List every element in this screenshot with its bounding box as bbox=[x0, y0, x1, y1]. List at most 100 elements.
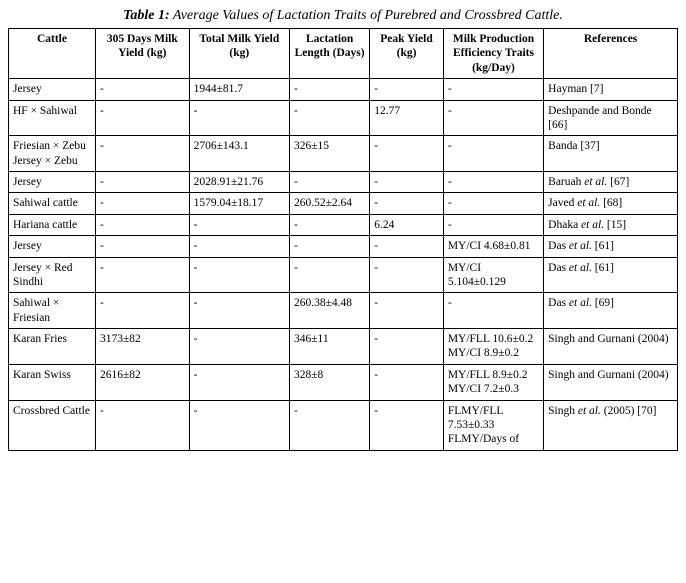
cell-ref: Hayman [7] bbox=[544, 79, 678, 100]
cell-cattle: Karan Fries bbox=[9, 329, 96, 365]
cell-305: - bbox=[95, 79, 189, 100]
table-row: Hariana cattle---6.24-Dhaka et al. [15] bbox=[9, 214, 678, 235]
cell-cattle: Sahiwal × Friesian bbox=[9, 293, 96, 329]
cell-lact: 260.38±4.48 bbox=[289, 293, 369, 329]
cell-ref: Javed et al. [68] bbox=[544, 193, 678, 214]
table-row: Jersey-1944±81.7---Hayman [7] bbox=[9, 79, 678, 100]
cell-cattle: Jersey bbox=[9, 172, 96, 193]
cell-peak: - bbox=[370, 400, 444, 450]
cell-cattle: Crossbred Cattle bbox=[9, 400, 96, 450]
col-header-peak: Peak Yield (kg) bbox=[370, 29, 444, 79]
cell-ref: Banda [37] bbox=[544, 136, 678, 172]
cell-peak: - bbox=[370, 136, 444, 172]
cell-eff: MY/FLL 10.6±0.2 MY/CI 8.9±0.2 bbox=[443, 329, 543, 365]
cell-lact: 326±15 bbox=[289, 136, 369, 172]
col-header-ref: References bbox=[544, 29, 678, 79]
cell-cattle: Jersey × Red Sindhi bbox=[9, 257, 96, 293]
cell-eff: FLMY/FLL 7.53±0.33 FLMY/Days of bbox=[443, 400, 543, 450]
cell-305: - bbox=[95, 100, 189, 136]
cell-peak: - bbox=[370, 364, 444, 400]
cell-peak: 6.24 bbox=[370, 214, 444, 235]
cell-305: - bbox=[95, 293, 189, 329]
cell-total: - bbox=[189, 257, 289, 293]
cell-peak: - bbox=[370, 293, 444, 329]
cell-lact: - bbox=[289, 172, 369, 193]
cell-peak: - bbox=[370, 172, 444, 193]
cell-total: 2028.91±21.76 bbox=[189, 172, 289, 193]
cell-cattle: Jersey bbox=[9, 79, 96, 100]
cell-eff: - bbox=[443, 172, 543, 193]
cell-cattle: Sahiwal cattle bbox=[9, 193, 96, 214]
cell-ref: Singh and Gurnani (2004) bbox=[544, 364, 678, 400]
table-row: Karan Swiss2616±82-328±8-MY/FLL 8.9±0.2 … bbox=[9, 364, 678, 400]
cell-ref: Deshpande and Bonde [66] bbox=[544, 100, 678, 136]
cell-305: - bbox=[95, 136, 189, 172]
cell-ref: Das et al. [69] bbox=[544, 293, 678, 329]
cell-cattle: Karan Swiss bbox=[9, 364, 96, 400]
table-title: Table 1: Average Values of Lactation Tra… bbox=[8, 8, 678, 24]
cell-peak: - bbox=[370, 79, 444, 100]
cell-eff: MY/CI 5.104±0.129 bbox=[443, 257, 543, 293]
cell-lact: - bbox=[289, 400, 369, 450]
col-header-lact: Lactation Length (Days) bbox=[289, 29, 369, 79]
cell-cattle: Friesian × ZebuJersey × Zebu bbox=[9, 136, 96, 172]
cell-305: - bbox=[95, 400, 189, 450]
cell-total: - bbox=[189, 236, 289, 257]
cell-305: - bbox=[95, 172, 189, 193]
cell-cattle: HF × Sahiwal bbox=[9, 100, 96, 136]
table-row: Friesian × ZebuJersey × Zebu-2706±143.13… bbox=[9, 136, 678, 172]
cell-305: - bbox=[95, 214, 189, 235]
cell-eff: MY/CI 4.68±0.81 bbox=[443, 236, 543, 257]
title-rest: Average Values of Lactation Traits of Pu… bbox=[170, 8, 563, 23]
cell-total: 1944±81.7 bbox=[189, 79, 289, 100]
cell-ref: Das et al. [61] bbox=[544, 236, 678, 257]
col-header-cattle: Cattle bbox=[9, 29, 96, 79]
col-header-total: Total Milk Yield (kg) bbox=[189, 29, 289, 79]
cell-ref: Singh and Gurnani (2004) bbox=[544, 329, 678, 365]
title-prefix: Table 1: bbox=[123, 8, 170, 23]
table-row: Jersey----MY/CI 4.68±0.81Das et al. [61] bbox=[9, 236, 678, 257]
cell-total: - bbox=[189, 329, 289, 365]
cell-305: 2616±82 bbox=[95, 364, 189, 400]
cell-total: 2706±143.1 bbox=[189, 136, 289, 172]
cell-ref: Dhaka et al. [15] bbox=[544, 214, 678, 235]
cell-lact: - bbox=[289, 214, 369, 235]
cell-eff: - bbox=[443, 79, 543, 100]
table-row: Sahiwal × Friesian--260.38±4.48--Das et … bbox=[9, 293, 678, 329]
cell-lact: - bbox=[289, 236, 369, 257]
cell-peak: - bbox=[370, 257, 444, 293]
cell-peak: 12.77 bbox=[370, 100, 444, 136]
cell-305: - bbox=[95, 193, 189, 214]
col-header-305: 305 Days Milk Yield (kg) bbox=[95, 29, 189, 79]
cell-lact: 260.52±2.64 bbox=[289, 193, 369, 214]
cell-total: - bbox=[189, 214, 289, 235]
table-row: Crossbred Cattle----FLMY/FLL 7.53±0.33 F… bbox=[9, 400, 678, 450]
cell-eff: - bbox=[443, 100, 543, 136]
table-row: Jersey × Red Sindhi----MY/CI 5.104±0.129… bbox=[9, 257, 678, 293]
cell-total: - bbox=[189, 400, 289, 450]
cell-lact: 328±8 bbox=[289, 364, 369, 400]
cell-305: - bbox=[95, 257, 189, 293]
cell-305: 3173±82 bbox=[95, 329, 189, 365]
cell-peak: - bbox=[370, 236, 444, 257]
cell-peak: - bbox=[370, 193, 444, 214]
cell-ref: Singh et al. (2005) [70] bbox=[544, 400, 678, 450]
cell-total: - bbox=[189, 364, 289, 400]
table-row: Jersey-2028.91±21.76---Baruah et al. [67… bbox=[9, 172, 678, 193]
cell-eff: - bbox=[443, 293, 543, 329]
cell-ref: Baruah et al. [67] bbox=[544, 172, 678, 193]
table-row: Sahiwal cattle-1579.04±18.17260.52±2.64-… bbox=[9, 193, 678, 214]
cell-cattle: Jersey bbox=[9, 236, 96, 257]
cell-305: - bbox=[95, 236, 189, 257]
cell-lact: - bbox=[289, 257, 369, 293]
cell-lact: 346±11 bbox=[289, 329, 369, 365]
cell-lact: - bbox=[289, 79, 369, 100]
table-row: Karan Fries3173±82-346±11-MY/FLL 10.6±0.… bbox=[9, 329, 678, 365]
cell-cattle: Hariana cattle bbox=[9, 214, 96, 235]
table-row: HF × Sahiwal---12.77-Deshpande and Bonde… bbox=[9, 100, 678, 136]
cell-eff: MY/FLL 8.9±0.2 MY/CI 7.2±0.3 bbox=[443, 364, 543, 400]
cell-peak: - bbox=[370, 329, 444, 365]
cell-lact: - bbox=[289, 100, 369, 136]
cell-ref: Das et al. [61] bbox=[544, 257, 678, 293]
col-header-eff: Milk Production Efficiency Traits (kg/Da… bbox=[443, 29, 543, 79]
